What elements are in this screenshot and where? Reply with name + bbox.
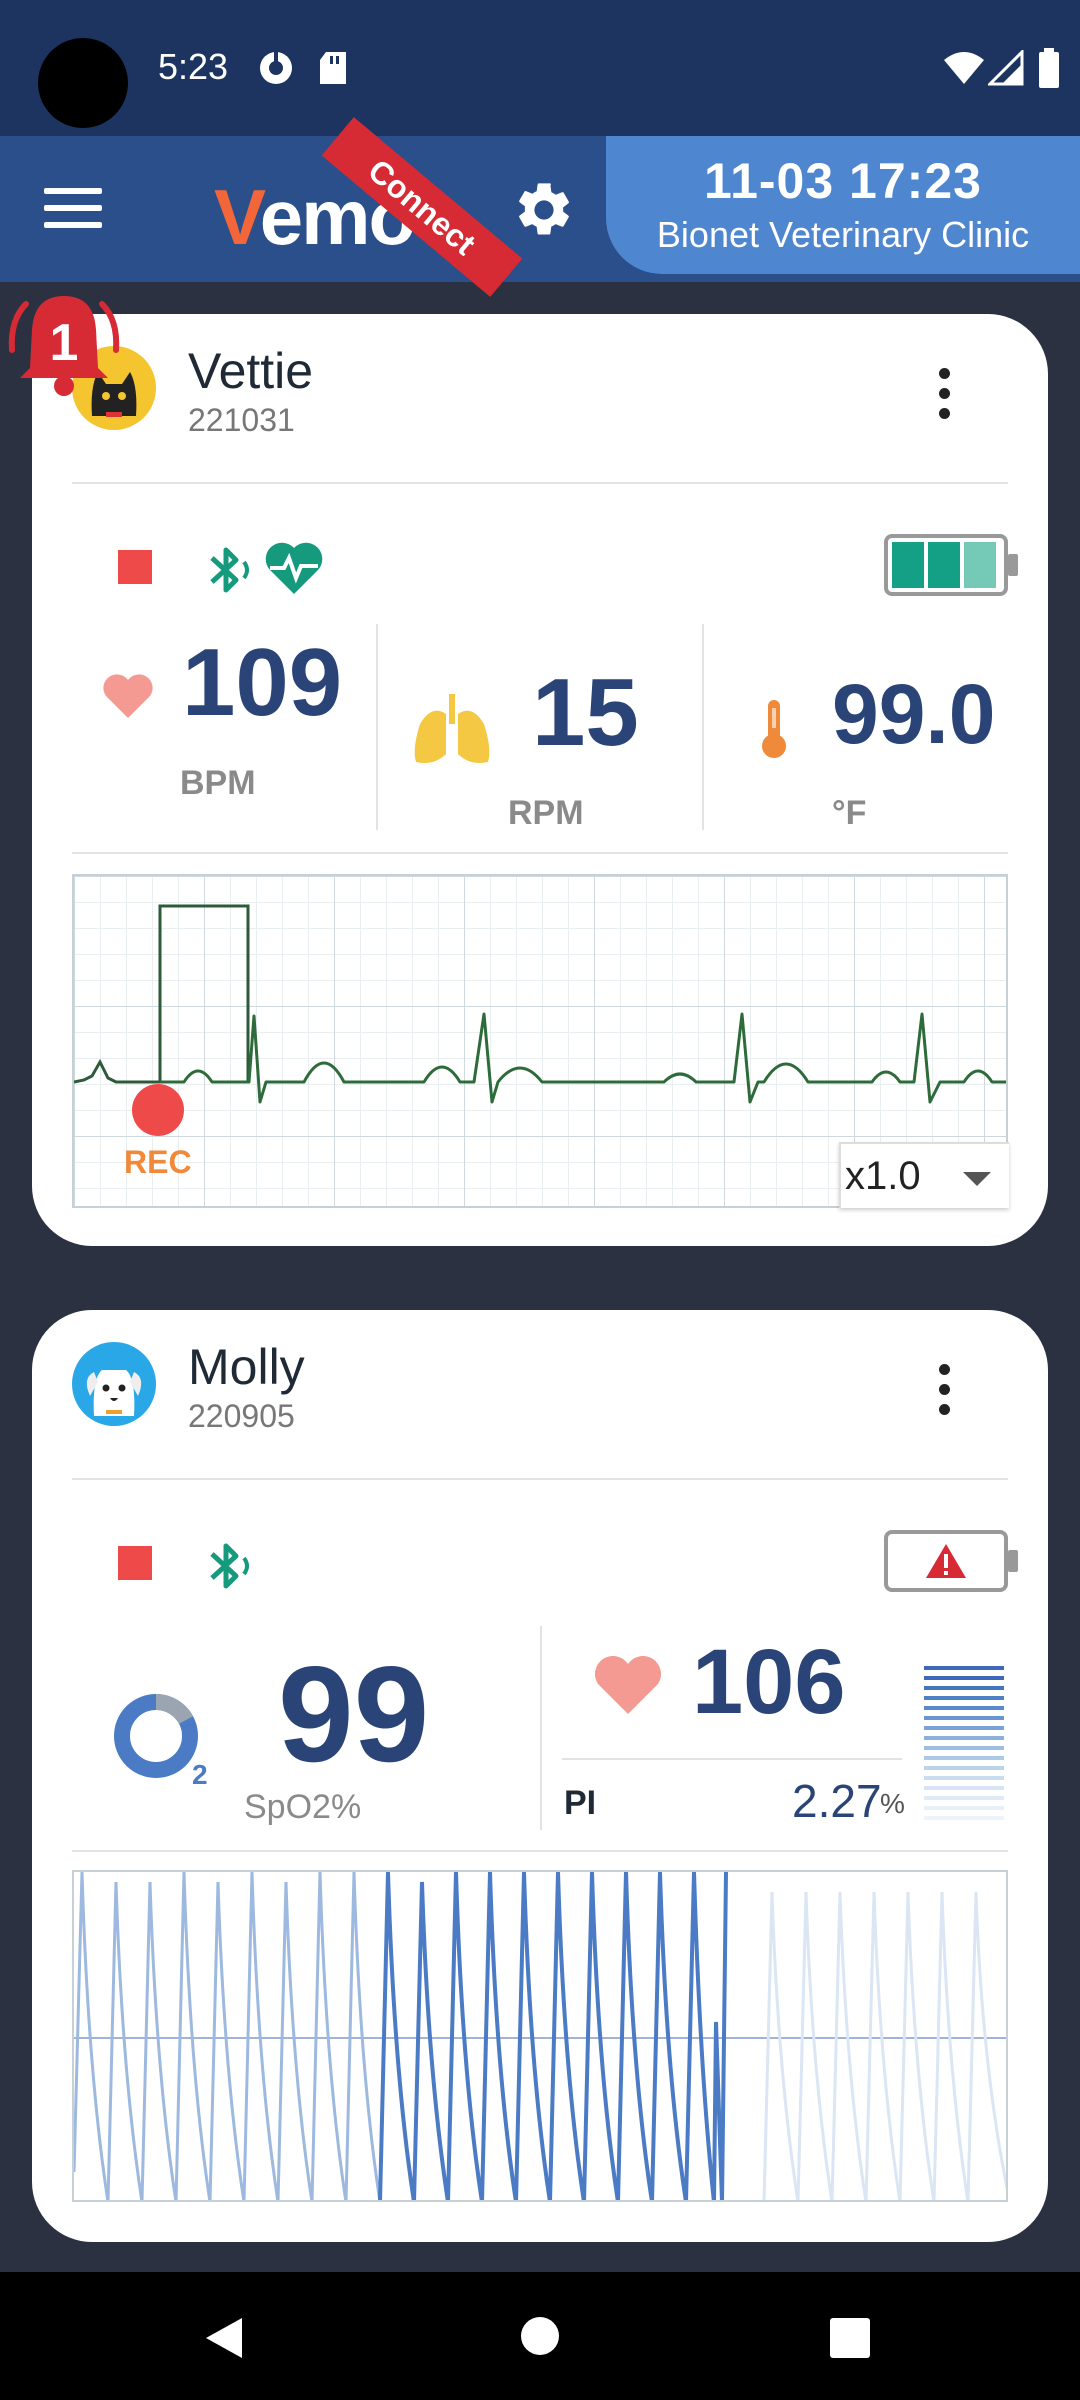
date-clinic-panel: 11-03 17:23 Bionet Veterinary Clinic <box>606 136 1080 274</box>
spo2-unit: SpO2% <box>244 1788 362 1826</box>
device-battery-full <box>884 534 1018 596</box>
dog-avatar <box>72 1342 156 1426</box>
vitals-divider <box>72 852 1008 854</box>
respiration-value: 15 <box>532 659 639 766</box>
heart-rate-value: 109 <box>182 629 343 736</box>
bluetooth-icon <box>210 547 249 593</box>
temperature-value: 99.0 <box>832 667 996 761</box>
system-nav-bar <box>0 2272 1080 2400</box>
heart-rate-unit: BPM <box>180 764 256 802</box>
menu-icon[interactable] <box>44 188 102 232</box>
alarm-bell-icon[interactable]: 1 <box>4 290 124 400</box>
record-button[interactable] <box>132 1084 184 1136</box>
pulse-strength-bar <box>924 1666 1004 1820</box>
spo2-value: 99 <box>278 1638 430 1790</box>
pleth-waveform <box>72 1870 1008 2202</box>
ecg-calibration-pulse <box>74 904 250 1084</box>
ecg-trace <box>160 1012 1006 1104</box>
clinic-name: Bionet Veterinary Clinic <box>656 214 1030 255</box>
device-battery-warning <box>884 1530 1018 1592</box>
pi-divider <box>562 1758 902 1760</box>
patient-card-vettie[interactable]: Vettie 221031 109 BPM 15 RPM 99.0 °F <box>32 314 1048 1246</box>
camera-cutout <box>38 38 128 128</box>
warning-triangle-icon <box>926 1544 966 1578</box>
heart-rate-icon <box>103 674 153 718</box>
home-icon[interactable] <box>520 2316 560 2356</box>
header-divider <box>72 1478 1008 1480</box>
logo-v: V <box>214 173 262 261</box>
sd-card-icon <box>320 52 346 84</box>
status-bar: 5:23 <box>0 0 1080 136</box>
pi-unit: % <box>880 1788 905 1819</box>
wifi-icon <box>944 52 984 84</box>
alarm-count: 1 <box>50 314 79 372</box>
date-time: 11-03 17:23 <box>704 153 982 209</box>
battery-status-icon <box>1039 48 1059 88</box>
stop-button[interactable] <box>118 1546 152 1580</box>
pulse-rate-value: 106 <box>692 1631 846 1733</box>
cell-signal-icon <box>988 50 1024 86</box>
pi-label: PI <box>564 1784 597 1822</box>
spo2-ring-icon: 2 <box>114 1694 208 1790</box>
vital-divider <box>376 624 378 830</box>
vital-divider <box>540 1626 542 1830</box>
vital-divider <box>702 624 704 830</box>
more-options-icon[interactable] <box>936 1364 952 1424</box>
temperature-unit: °F <box>832 794 867 832</box>
pi-value: 2.27 <box>792 1775 882 1827</box>
recents-icon[interactable] <box>830 2318 870 2358</box>
patient-id: 220905 <box>188 1398 295 1434</box>
speed-value: x1.0 <box>845 1154 921 1198</box>
record-label: REC <box>124 1144 192 1180</box>
speed-dropdown[interactable]: x1.0 <box>839 1142 1009 1208</box>
status-time: 5:23 <box>158 46 229 87</box>
chevron-down-icon <box>963 1172 991 1186</box>
header-divider <box>72 482 1008 484</box>
patient-id: 221031 <box>188 402 295 438</box>
stop-button[interactable] <box>118 550 152 584</box>
patient-name: Vettie <box>188 343 314 399</box>
thermometer-icon <box>762 700 786 758</box>
data-saver-icon <box>260 52 292 84</box>
vitals-divider <box>72 1850 1008 1852</box>
patient-name: Molly <box>188 1339 305 1395</box>
spo2-subscript: 2 <box>192 1759 208 1790</box>
more-options-icon[interactable] <box>936 368 952 428</box>
heart-monitor-icon <box>265 542 323 594</box>
patient-card-molly[interactable]: Molly 220905 2 99 SpO2% 106 PI 2.27 % <box>32 1310 1048 2242</box>
bluetooth-icon <box>210 1543 249 1589</box>
lungs-icon <box>414 694 490 763</box>
back-icon[interactable] <box>204 2316 244 2360</box>
pulse-heart-icon <box>594 1656 662 1714</box>
settings-gear-icon[interactable] <box>512 178 576 242</box>
respiration-unit: RPM <box>508 794 584 832</box>
